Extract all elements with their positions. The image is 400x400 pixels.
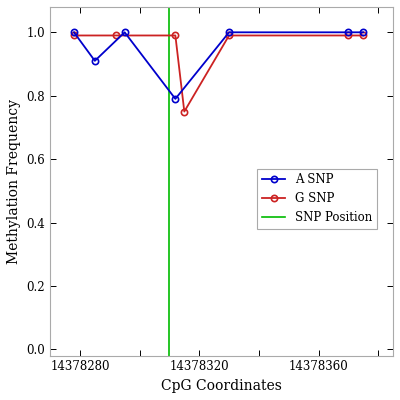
X-axis label: CpG Coordinates: CpG Coordinates [161,379,282,393]
A SNP [92,58,97,63]
G SNP [227,33,232,38]
A SNP [346,30,351,35]
Legend: A SNP, G SNP, SNP Position: A SNP, G SNP, SNP Position [257,169,377,229]
G SNP [72,33,76,38]
A SNP [227,30,232,35]
A SNP [173,96,178,101]
Line: A SNP: A SNP [71,29,366,102]
Line: G SNP: G SNP [71,32,366,115]
A SNP [361,30,366,35]
G SNP [361,33,366,38]
G SNP [173,33,178,38]
Y-axis label: Methylation Frequency: Methylation Frequency [7,99,21,264]
A SNP [122,30,127,35]
G SNP [346,33,351,38]
G SNP [182,109,187,114]
G SNP [113,33,118,38]
A SNP [72,30,76,35]
